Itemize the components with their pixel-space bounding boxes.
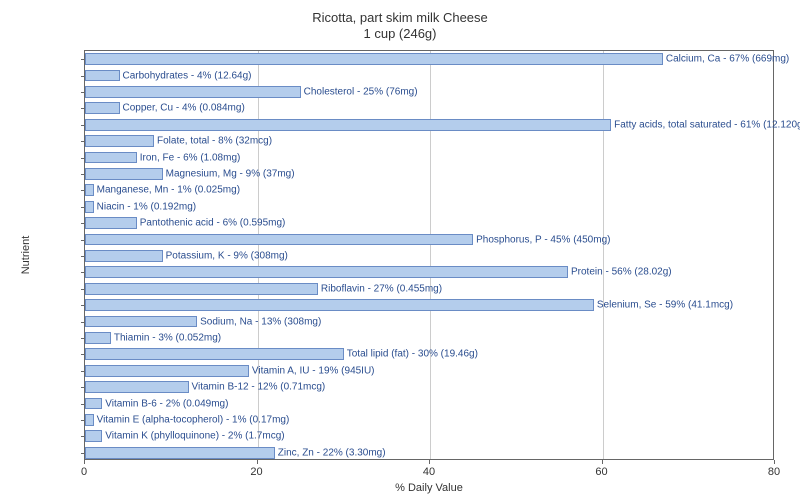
nutrient-bar: Riboflavin - 27% (0.455mg) <box>85 283 318 295</box>
nutrient-bar-label: Niacin - 1% (0.192mg) <box>97 201 196 212</box>
nutrient-bar: Folate, total - 8% (32mcg) <box>85 135 154 147</box>
x-tick-label: 40 <box>423 466 435 478</box>
y-tick <box>81 436 85 437</box>
nutrient-bar: Cholesterol - 25% (76mg) <box>85 86 301 98</box>
plot-area: Calcium, Ca - 67% (669mg) Carbohydrates -… <box>84 50 774 460</box>
nutrient-bar-label: Riboflavin - 27% (0.455mg) <box>321 283 442 294</box>
nutrient-bar: Selenium, Se - 59% (41.1mcg) <box>85 299 594 311</box>
nutrition-chart: Ricotta, part skim milk Cheese 1 cup (24… <box>0 0 800 500</box>
nutrient-bar: Pantothenic acid - 6% (0.595mg) <box>85 217 137 229</box>
nutrient-bar-label: Cholesterol - 25% (76mg) <box>304 86 418 97</box>
nutrient-bar-label: Vitamin A, IU - 19% (945IU) <box>252 365 375 376</box>
y-tick <box>81 92 85 93</box>
nutrient-bar-label: Thiamin - 3% (0.052mg) <box>114 332 221 343</box>
y-tick <box>81 59 85 60</box>
nutrient-bar: Thiamin - 3% (0.052mg) <box>85 332 111 344</box>
nutrient-bar-label: Iron, Fe - 6% (1.08mg) <box>140 152 241 163</box>
x-tick-label: 0 <box>81 466 87 478</box>
x-tick-label: 80 <box>768 466 780 478</box>
nutrient-bar: Vitamin B-6 - 2% (0.049mg) <box>85 398 102 410</box>
nutrient-bar: Vitamin A, IU - 19% (945IU) <box>85 365 249 377</box>
nutrient-bar-label: Vitamin B-12 - 12% (0.71mcg) <box>192 382 326 393</box>
nutrient-bar: Vitamin B-12 - 12% (0.71mcg) <box>85 381 189 393</box>
nutrient-bar: Vitamin E (alpha-tocopherol) - 1% (0.17m… <box>85 414 94 426</box>
chart-title-line1: Ricotta, part skim milk Cheese <box>0 10 800 25</box>
nutrient-bar-label: Magnesium, Mg - 9% (37mg) <box>166 168 295 179</box>
y-tick <box>81 125 85 126</box>
nutrient-bar: Niacin - 1% (0.192mg) <box>85 201 94 213</box>
nutrient-bar: Fatty acids, total saturated - 61% (12.1… <box>85 119 611 131</box>
nutrient-bar-label: Fatty acids, total saturated - 61% (12.1… <box>614 119 800 130</box>
x-tick <box>774 460 775 464</box>
nutrient-bar: Protein - 56% (28.02g) <box>85 266 568 278</box>
y-tick <box>81 289 85 290</box>
nutrient-bar: Carbohydrates - 4% (12.64g) <box>85 70 120 82</box>
nutrient-bar: Iron, Fe - 6% (1.08mg) <box>85 152 137 164</box>
nutrient-bar-label: Sodium, Na - 13% (308mg) <box>200 316 321 327</box>
nutrient-bar: Phosphorus, P - 45% (450mg) <box>85 234 473 246</box>
nutrient-bar: Vitamin K (phylloquinone) - 2% (1.7mcg) <box>85 430 102 442</box>
nutrient-bar: Calcium, Ca - 67% (669mg) <box>85 53 663 65</box>
y-tick <box>81 158 85 159</box>
y-tick <box>81 453 85 454</box>
nutrient-bar: Zinc, Zn - 22% (3.30mg) <box>85 447 275 459</box>
y-tick <box>81 404 85 405</box>
nutrient-bar-label: Pantothenic acid - 6% (0.595mg) <box>140 218 286 229</box>
y-tick <box>81 272 85 273</box>
nutrient-bar-label: Total lipid (fat) - 30% (19.46g) <box>347 349 478 360</box>
y-tick <box>81 240 85 241</box>
y-tick <box>81 305 85 306</box>
y-tick <box>81 141 85 142</box>
nutrient-bar-label: Calcium, Ca - 67% (669mg) <box>666 54 789 65</box>
y-tick <box>81 322 85 323</box>
nutrient-bar: Total lipid (fat) - 30% (19.46g) <box>85 348 344 360</box>
chart-title-line2: 1 cup (246g) <box>0 26 800 41</box>
y-tick <box>81 338 85 339</box>
nutrient-bar: Copper, Cu - 4% (0.084mg) <box>85 102 120 114</box>
nutrient-bar-label: Selenium, Se - 59% (41.1mcg) <box>597 300 733 311</box>
nutrient-bar-label: Protein - 56% (28.02g) <box>571 267 672 278</box>
nutrient-bar-label: Phosphorus, P - 45% (450mg) <box>476 234 610 245</box>
y-tick <box>81 354 85 355</box>
nutrient-bar-label: Carbohydrates - 4% (12.64g) <box>123 70 252 81</box>
nutrient-bar-label: Copper, Cu - 4% (0.084mg) <box>123 103 245 114</box>
x-tick-label: 20 <box>250 466 262 478</box>
y-tick <box>81 256 85 257</box>
x-tick <box>602 460 603 464</box>
nutrient-bar: Sodium, Na - 13% (308mg) <box>85 316 197 328</box>
nutrient-bar-label: Folate, total - 8% (32mcg) <box>157 136 272 147</box>
x-tick-label: 60 <box>595 466 607 478</box>
y-tick <box>81 108 85 109</box>
y-tick <box>81 207 85 208</box>
x-tick <box>429 460 430 464</box>
y-tick <box>81 223 85 224</box>
nutrient-bar-label: Potassium, K - 9% (308mg) <box>166 250 288 261</box>
y-axis-label: Nutrient <box>20 236 32 275</box>
x-tick <box>257 460 258 464</box>
gridline <box>430 51 431 459</box>
y-tick <box>81 174 85 175</box>
y-tick <box>81 371 85 372</box>
x-tick <box>84 460 85 464</box>
nutrient-bar: Manganese, Mn - 1% (0.025mg) <box>85 184 94 196</box>
nutrient-bar: Magnesium, Mg - 9% (37mg) <box>85 168 163 180</box>
x-axis-label: % Daily Value <box>84 482 774 494</box>
nutrient-bar-label: Manganese, Mn - 1% (0.025mg) <box>97 185 240 196</box>
y-tick <box>81 76 85 77</box>
nutrient-bar-label: Zinc, Zn - 22% (3.30mg) <box>278 447 386 458</box>
y-tick <box>81 387 85 388</box>
y-tick <box>81 420 85 421</box>
nutrient-bar: Potassium, K - 9% (308mg) <box>85 250 163 262</box>
nutrient-bar-label: Vitamin E (alpha-tocopherol) - 1% (0.17m… <box>97 414 290 425</box>
gridline <box>603 51 604 459</box>
y-tick <box>81 190 85 191</box>
nutrient-bar-label: Vitamin K (phylloquinone) - 2% (1.7mcg) <box>105 431 284 442</box>
nutrient-bar-label: Vitamin B-6 - 2% (0.049mg) <box>105 398 228 409</box>
